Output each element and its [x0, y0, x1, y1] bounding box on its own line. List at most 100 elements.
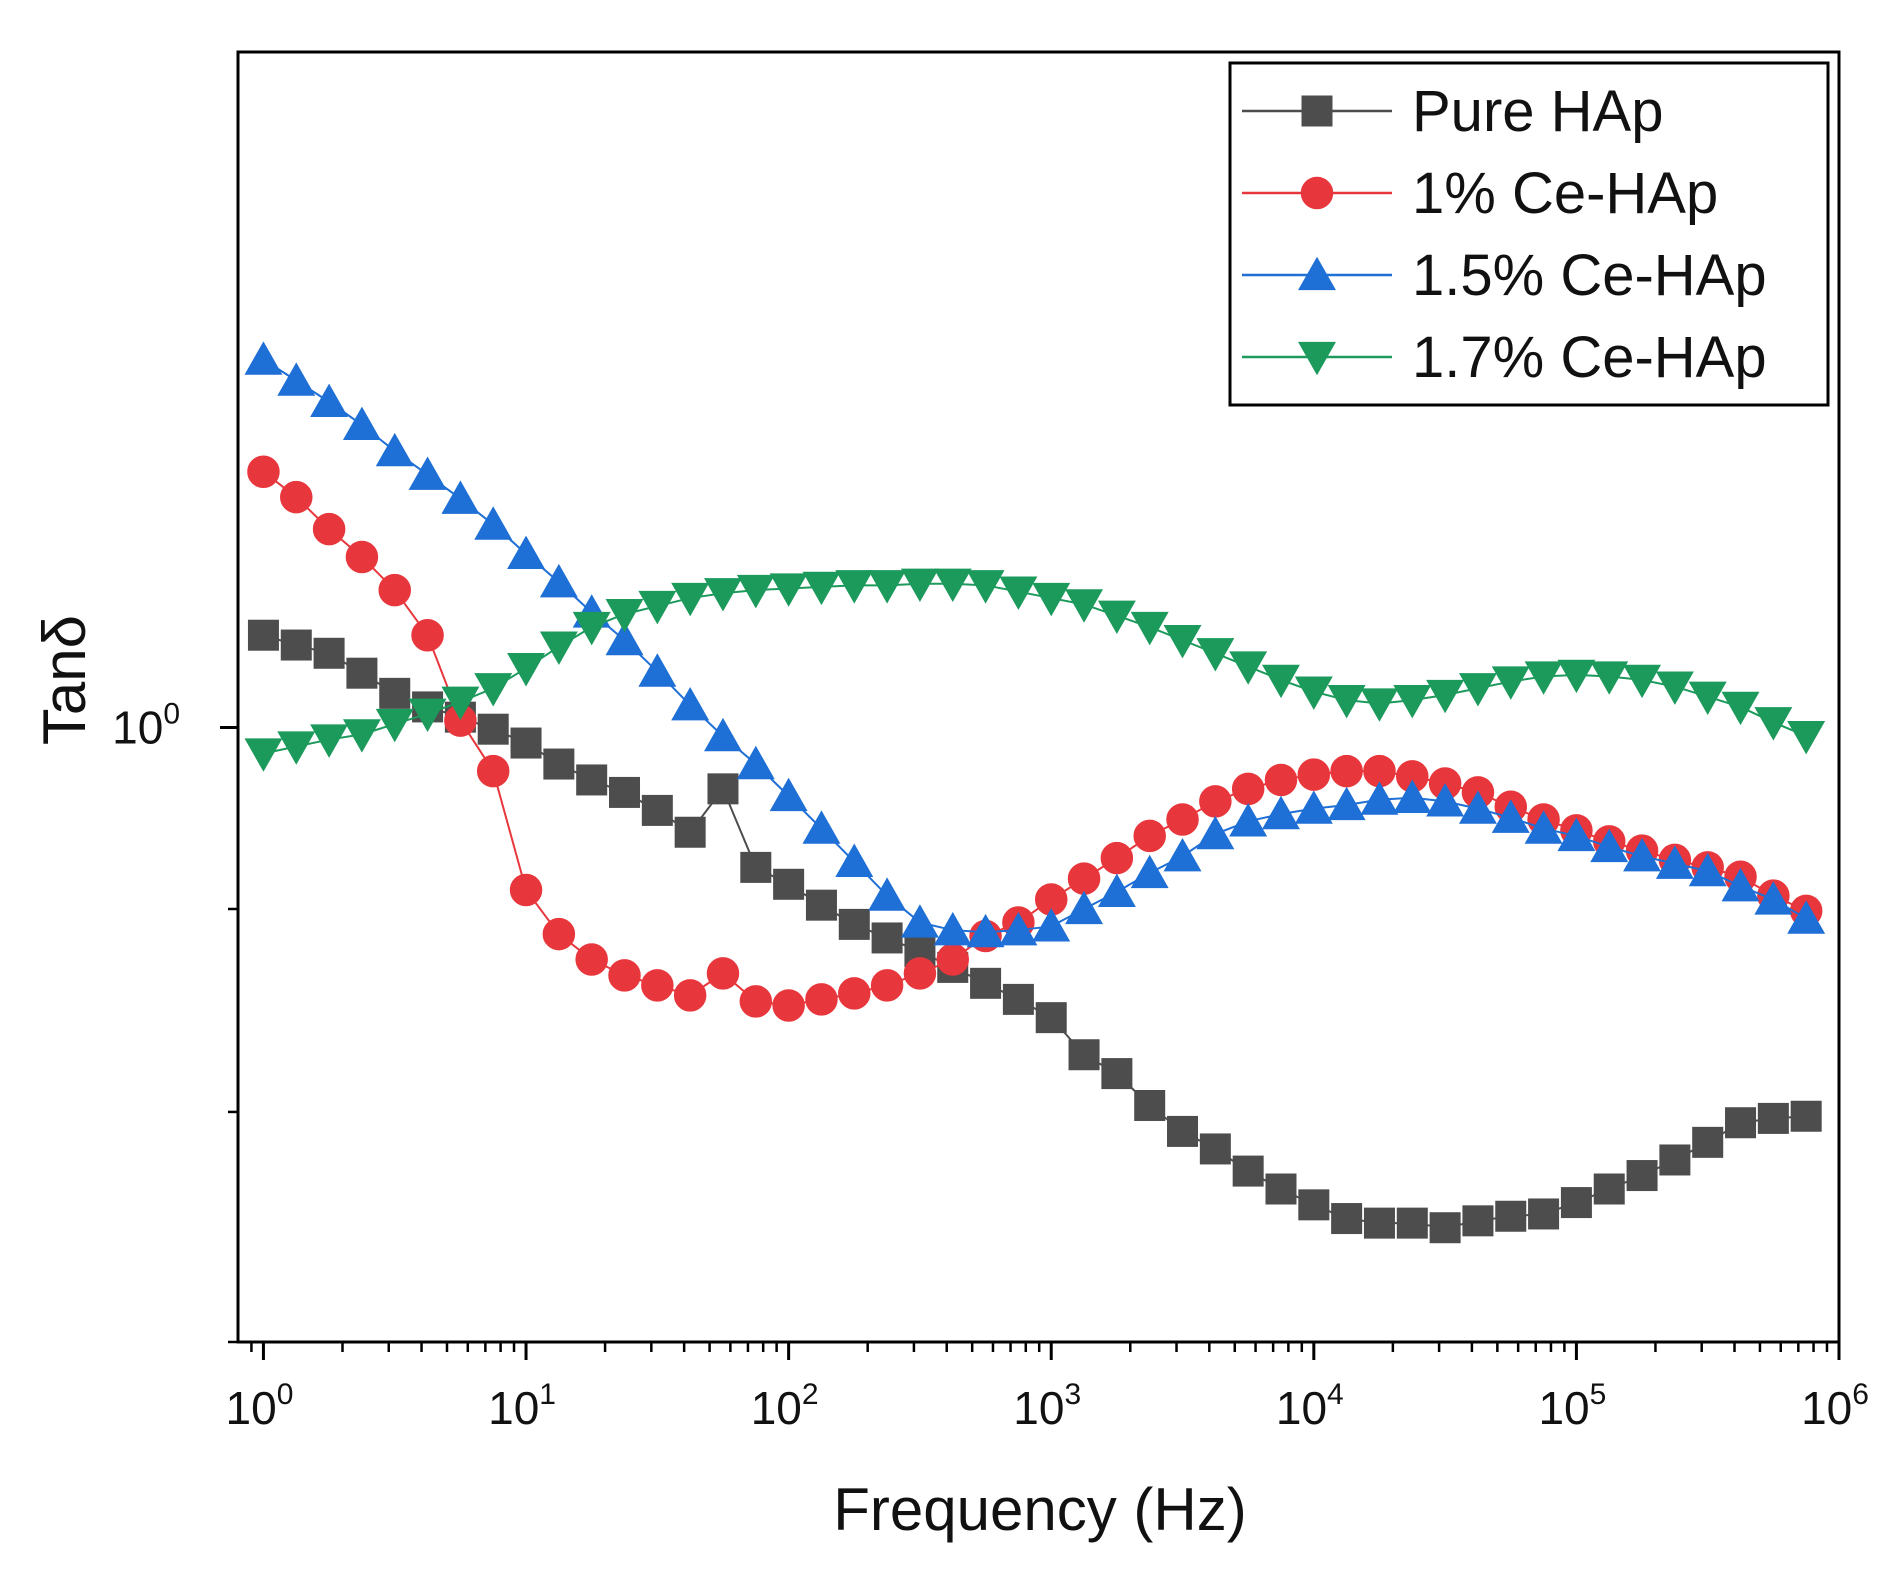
data-point-triangle-down: [310, 724, 349, 758]
data-point-circle: [1133, 819, 1166, 853]
data-point-square: [1692, 1126, 1724, 1158]
data-point-circle: [936, 943, 970, 976]
data-point-triangle-up: [1294, 790, 1333, 824]
data-point-square: [346, 657, 378, 689]
data-point-circle: [903, 957, 937, 990]
data-point-triangle-down: [671, 582, 710, 617]
data-point-triangle-up: [277, 362, 316, 396]
data-point-triangle-down: [441, 686, 480, 721]
data-point-triangle-up: [605, 621, 644, 656]
data-point-square: [1560, 1187, 1592, 1219]
data-point-triangle-up: [802, 810, 841, 844]
data-point-triangle-down: [933, 568, 972, 602]
data-point-triangle-down: [1032, 582, 1071, 617]
series-1-5-ce-hap: [244, 341, 1826, 948]
data-point-triangle-up: [1754, 881, 1793, 915]
x-tick-label: 105: [1538, 1378, 1606, 1434]
data-point-triangle-down: [342, 719, 381, 753]
data-point-triangle-up: [966, 913, 1005, 948]
data-point-triangle-up: [999, 911, 1038, 946]
data-point-square: [1725, 1107, 1757, 1139]
data-point-triangle-up: [900, 904, 939, 938]
data-point-square: [247, 619, 279, 651]
data-point-triangle-up: [1426, 783, 1465, 817]
data-point-circle: [739, 985, 773, 1018]
y-axis-title: Tanδ: [31, 615, 98, 745]
data-point-triangle-down: [244, 738, 283, 772]
data-point-triangle-down: [507, 653, 546, 687]
data-point-circle: [1067, 862, 1101, 895]
data-point-circle: [345, 540, 379, 574]
data-point-triangle-down: [375, 708, 414, 743]
data-point-triangle-up: [310, 383, 349, 418]
data-point-triangle-down: [277, 731, 316, 765]
data-point-square: [1298, 1189, 1330, 1221]
data-point-triangle-down: [1524, 661, 1563, 695]
data-point-triangle-up: [1590, 828, 1629, 863]
legend-label: 1.5% Ce-HAp: [1412, 243, 1767, 308]
x-tick-label: 101: [488, 1378, 556, 1434]
data-point-triangle-up: [1655, 845, 1694, 879]
data-point-triangle-down: [900, 568, 939, 602]
data-point-triangle-up: [1360, 781, 1399, 815]
data-point-square: [1068, 1039, 1100, 1071]
data-point-triangle-down: [1229, 651, 1268, 685]
data-point-triangle-down: [1130, 611, 1169, 646]
data-point-square: [1528, 1198, 1560, 1230]
data-point-square: [280, 629, 312, 661]
data-point-triangle-up: [375, 432, 414, 467]
data-point-triangle-up: [342, 406, 381, 441]
data-point-triangle-down: [638, 590, 677, 625]
data-point-circle: [772, 989, 805, 1022]
data-point-square: [1232, 1155, 1264, 1187]
data-point-triangle-down: [572, 611, 611, 646]
data-point-circle: [706, 957, 740, 990]
data-point-square: [773, 868, 805, 900]
data-point-square: [1167, 1115, 1199, 1147]
data-point-square: [1301, 95, 1333, 127]
data-point-triangle-down: [474, 673, 513, 707]
data-point-circle: [1231, 772, 1265, 806]
data-point-circle: [411, 618, 444, 652]
data-point-triangle-up: [507, 535, 546, 570]
data-point-circle: [378, 573, 411, 607]
data-point-triangle-down: [1655, 671, 1694, 705]
data-point-triangle-down: [868, 570, 907, 604]
legend-label: 1% Ce-HAp: [1412, 161, 1718, 226]
data-point-triangle-up: [1130, 854, 1169, 889]
data-point-triangle-down: [1754, 707, 1793, 741]
data-point-circle: [476, 754, 510, 788]
data-point-triangle-up: [441, 480, 480, 514]
data-point-triangle-up: [671, 686, 710, 721]
data-point-triangle-up: [1623, 837, 1662, 872]
data-point-triangle-up: [868, 877, 907, 911]
legend: Pure HAp 1% Ce-HAp 1.5% Ce-HAp 1.7% Ce-HAp: [1228, 61, 1830, 407]
data-point-triangle-up: [1298, 256, 1336, 291]
data-point-square: [1101, 1058, 1133, 1090]
data-point-square: [1790, 1100, 1822, 1132]
data-point-triangle-down: [605, 598, 644, 633]
data-point-triangle-down: [1196, 638, 1235, 672]
data-point-triangle-up: [1163, 837, 1202, 872]
data-point-square: [641, 794, 673, 826]
data-point-triangle-up: [1032, 908, 1071, 942]
data-point-triangle-up: [539, 563, 578, 598]
data-point-triangle-down: [1097, 600, 1136, 634]
data-point-circle: [280, 480, 313, 514]
data-point-triangle-up: [769, 777, 808, 812]
data-point-square: [576, 764, 608, 796]
data-point-triangle-down: [1298, 341, 1336, 376]
data-point-circle: [870, 969, 904, 1002]
data-point-triangle-down: [1590, 661, 1629, 695]
data-point-triangle-up: [1393, 779, 1432, 813]
data-point-circle: [575, 943, 608, 976]
data-point-circle: [542, 917, 576, 951]
data-point-triangle-up: [1524, 810, 1563, 844]
y-tick-label: 100: [112, 697, 180, 753]
legend-item: 1.7% Ce-HAp: [1242, 325, 1767, 390]
data-point-square: [871, 922, 903, 954]
data-point-square: [609, 776, 641, 808]
data-point-triangle-down: [1557, 659, 1596, 694]
legend-item: Pure HAp: [1242, 79, 1663, 144]
